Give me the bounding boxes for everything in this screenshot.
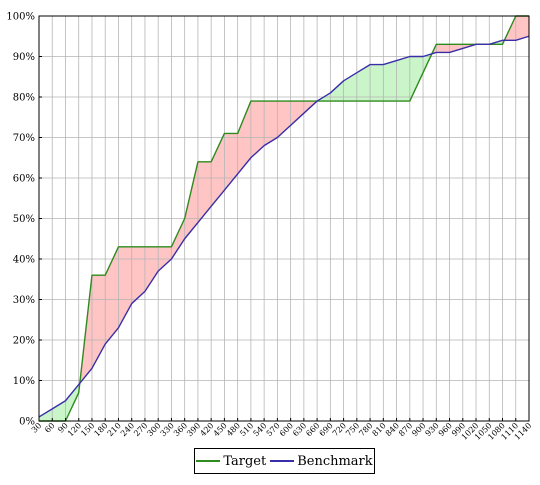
- legend-swatch-target: [196, 460, 221, 462]
- y-tick-label-7: 70%: [13, 133, 35, 144]
- legend-swatch-benchmark: [270, 460, 295, 462]
- fill-segment-24: [356, 64, 371, 102]
- legend: Target Benchmark: [194, 448, 375, 474]
- series-lines: [38, 15, 530, 422]
- legend-label-benchmark: Benchmark: [297, 453, 373, 469]
- fill-segment-17: [264, 101, 278, 146]
- fill-segment-26: [383, 60, 397, 102]
- legend-item-benchmark: Benchmark: [270, 453, 373, 469]
- fill-segment-28: [409, 56, 424, 102]
- fill-segment-5: [105, 246, 119, 345]
- fill-segment-2: [65, 384, 79, 421]
- y-tick-label-2: 20%: [13, 336, 35, 347]
- fill-segment-19: [290, 101, 304, 126]
- legend-label-target: Target: [223, 453, 267, 469]
- fill-segment-36: [515, 16, 529, 41]
- series-line-benchmark: [38, 35, 530, 418]
- y-tick-label-10: 100%: [6, 12, 35, 23]
- fill-segment-16: [250, 101, 265, 158]
- fill-segment-25: [370, 64, 384, 102]
- y-tick-label-3: 30%: [13, 295, 35, 306]
- y-tick-label-6: 60%: [13, 174, 35, 185]
- fill-segment-12: [197, 161, 212, 223]
- fill-segment-27: [396, 56, 410, 102]
- fill-segment-1: [52, 400, 66, 421]
- y-axis-ticks: 0% 10% 20% 30% 40% 50% 60% 70% 80% 90% 100%: [6, 12, 42, 428]
- y-tick-label-5: 50%: [13, 214, 35, 225]
- fill-segment-23: [343, 72, 357, 102]
- x-axis-ticks: 30 60 901201501802102402703003303603904204…: [30, 418, 533, 442]
- fill-segment-22: [330, 80, 344, 102]
- fill-segment-4: [91, 275, 106, 369]
- y-tick-label-0: 0%: [19, 417, 35, 428]
- fill-segment-13: [211, 133, 225, 207]
- fill-segment-14: [224, 133, 238, 191]
- y-tick-label-9: 90%: [13, 52, 35, 63]
- series-line-target: [39, 15, 529, 422]
- fill-segment-7: [131, 246, 145, 304]
- fill-segment-6: [118, 246, 132, 328]
- fill-segment-31: [449, 44, 463, 53]
- fill-segment-30: [436, 44, 450, 53]
- fill-segment-10: [171, 218, 185, 259]
- y-tick-label-4: 40%: [13, 255, 35, 266]
- x-tick-label-1: 60: [43, 421, 57, 435]
- grid-lines: [38, 15, 530, 422]
- fill-segment-8: [144, 246, 159, 292]
- y-tick-label-8: 80%: [13, 93, 35, 104]
- y-tick-label-1: 10%: [13, 376, 35, 387]
- legend-item-target: Target: [196, 454, 266, 469]
- fill-segment-0: [39, 408, 53, 421]
- fill-segment-11: [184, 161, 198, 239]
